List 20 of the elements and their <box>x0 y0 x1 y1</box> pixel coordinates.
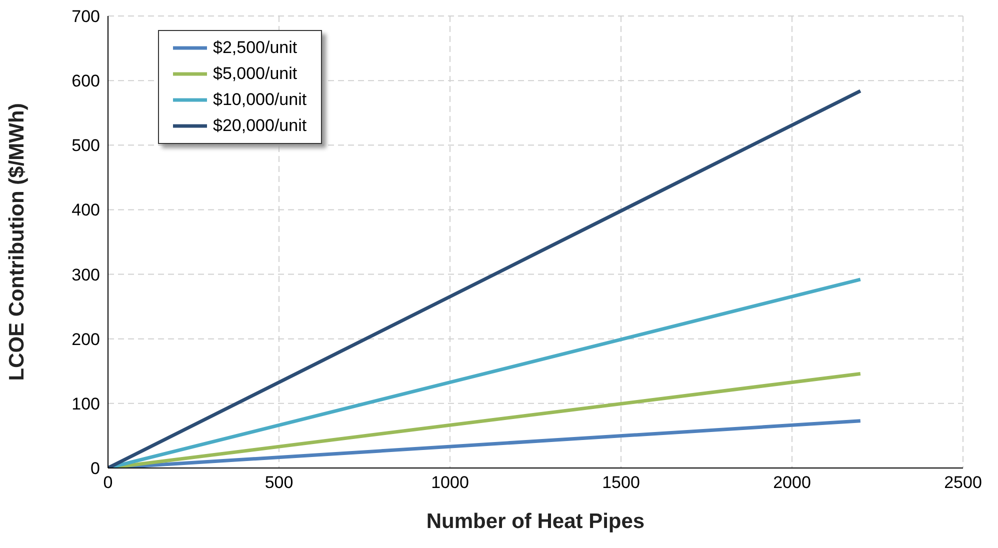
y-axis-title: LCOE Contribution ($/MWh) <box>5 103 28 381</box>
legend-label: $20,000/unit <box>213 115 307 137</box>
x-tick-label: 0 <box>103 473 113 492</box>
y-tick-label: 0 <box>90 459 100 478</box>
x-axis-title: Number of Heat Pipes <box>426 510 645 533</box>
y-tick-label: 500 <box>72 136 100 156</box>
y-tick-label: 600 <box>72 72 100 91</box>
x-tick-label: 1000 <box>431 473 469 492</box>
y-tick-label: 100 <box>72 394 100 414</box>
y-tick-label: 700 <box>72 7 100 26</box>
legend-label: $10,000/unit <box>213 89 307 111</box>
legend-label: $2,500/unit <box>213 37 298 59</box>
x-tick-label: 1500 <box>602 473 640 492</box>
legend-label: $5,000/unit <box>213 63 298 85</box>
y-tick-label: 200 <box>72 330 100 349</box>
x-tick-label: 2500 <box>944 473 982 492</box>
y-tick-label: 300 <box>72 265 100 284</box>
x-tick-label: 2000 <box>773 473 811 492</box>
y-tick-label: 400 <box>72 200 100 220</box>
x-tick-label: 500 <box>264 473 294 492</box>
